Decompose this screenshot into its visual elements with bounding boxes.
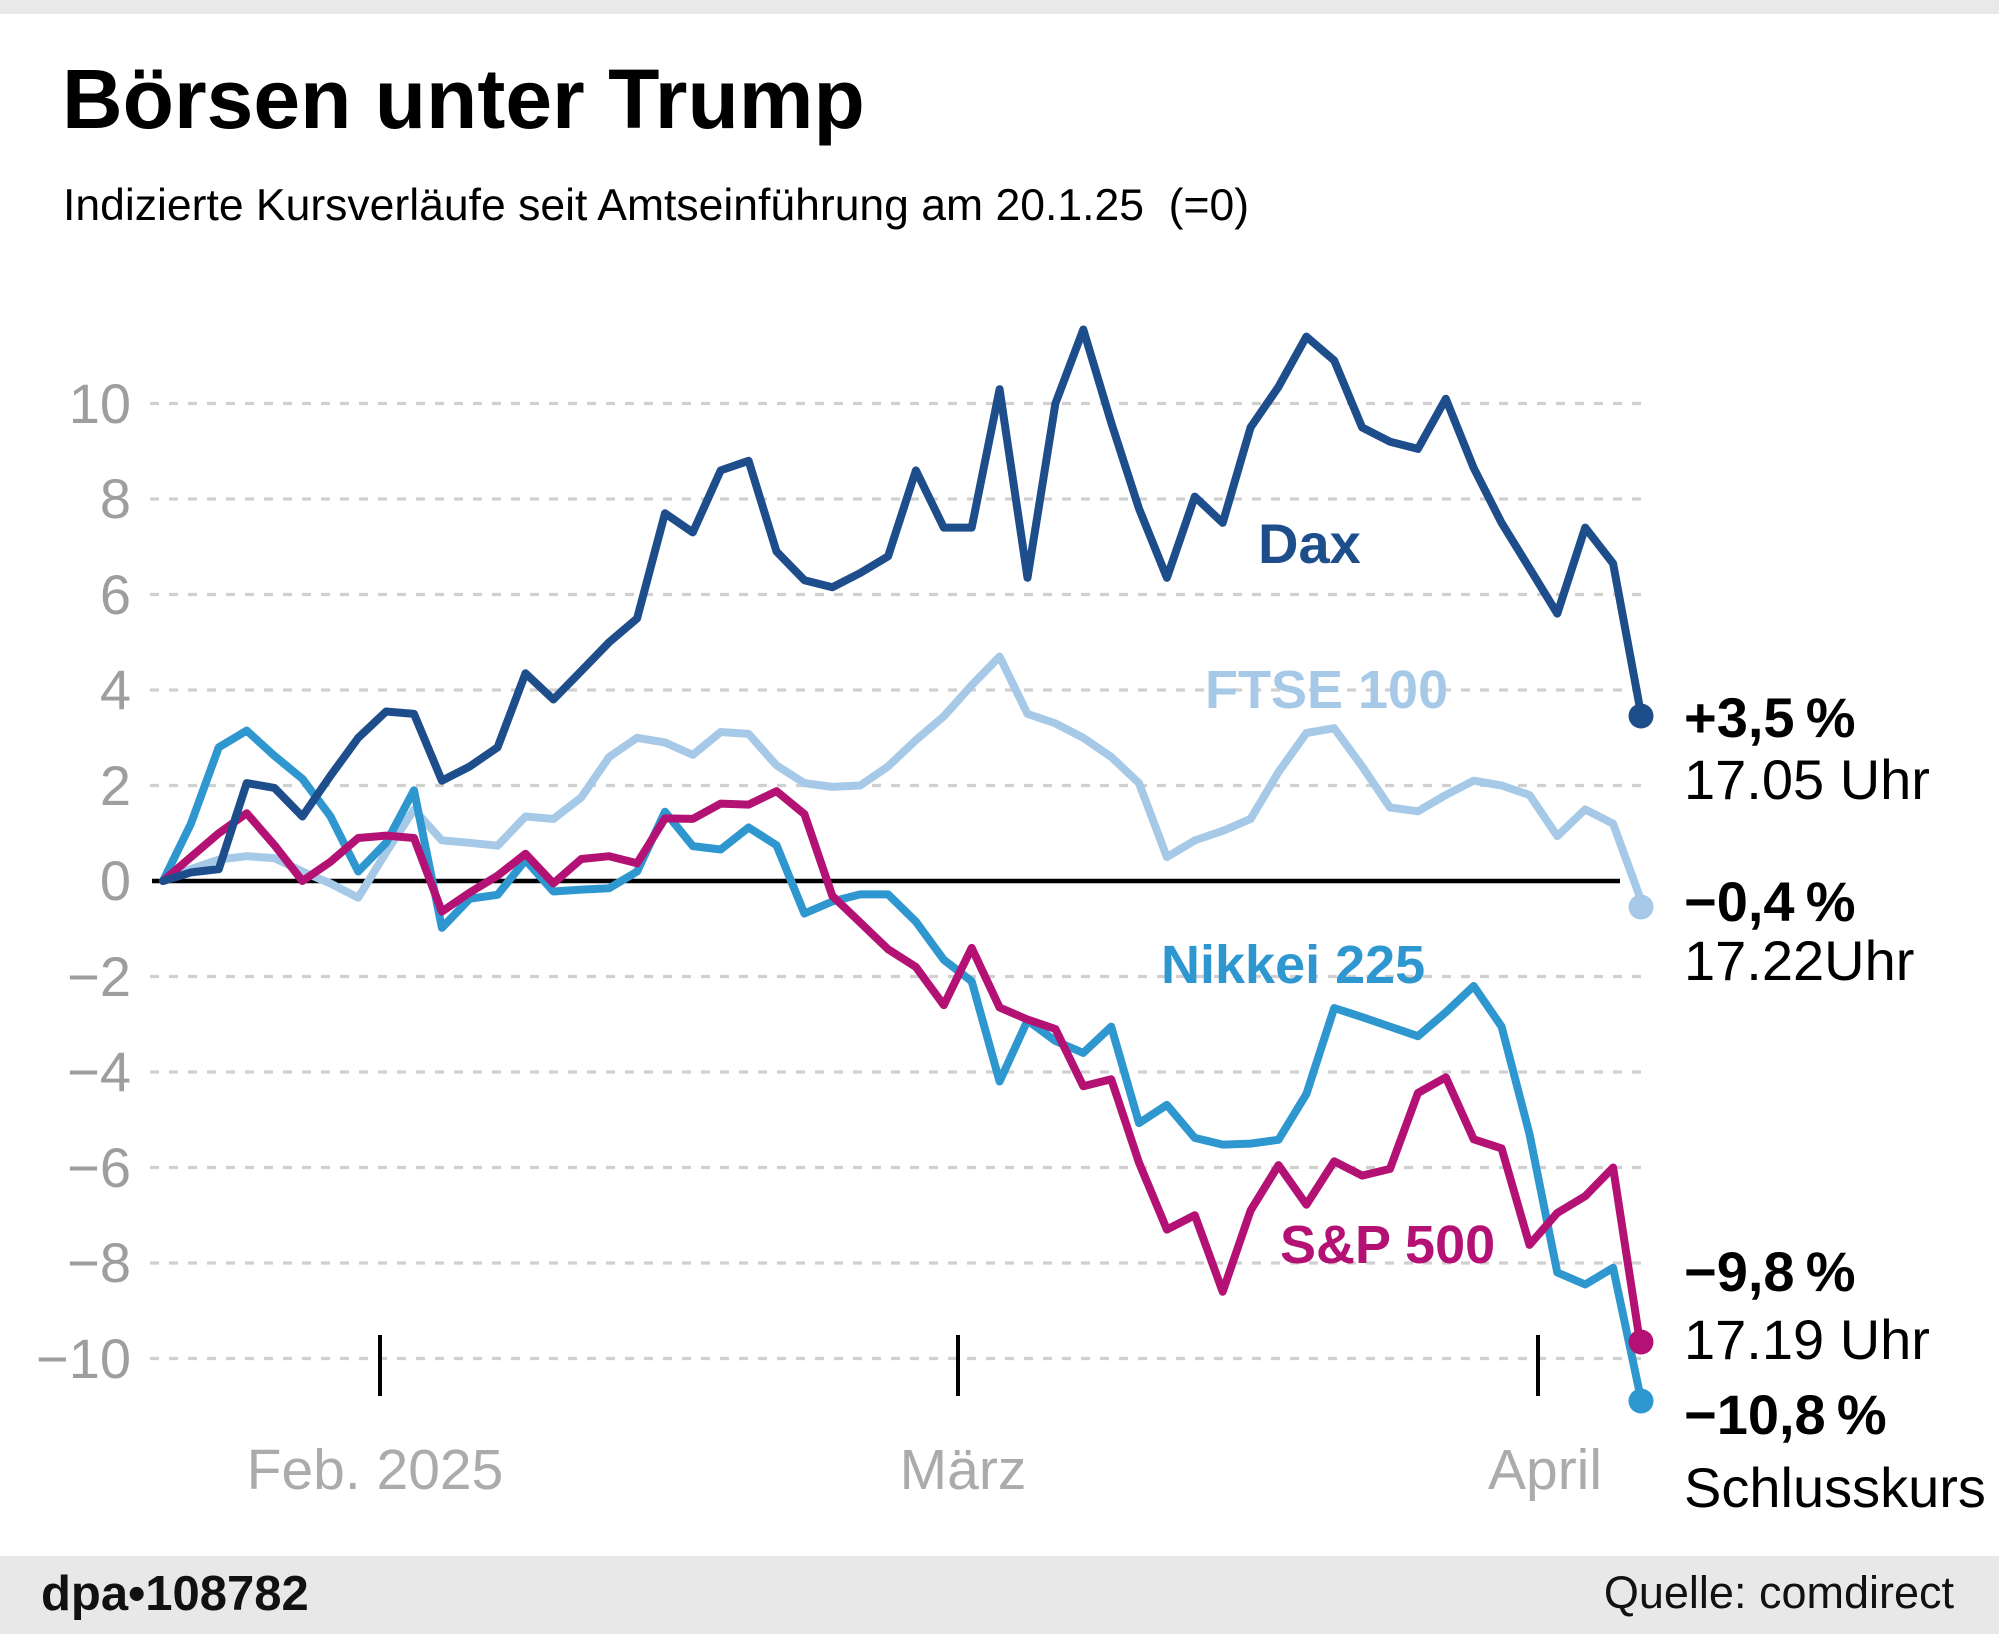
svg-text:17.05 Uhr: 17.05 Uhr bbox=[1684, 748, 1930, 811]
svg-text:6: 6 bbox=[100, 563, 131, 626]
svg-text:17.22Uhr: 17.22Uhr bbox=[1684, 929, 1914, 992]
svg-text:8: 8 bbox=[100, 467, 131, 530]
svg-text:4: 4 bbox=[100, 658, 131, 721]
svg-text:Dax: Dax bbox=[1258, 512, 1361, 575]
svg-text:März: März bbox=[900, 1438, 1027, 1502]
svg-text:−9,8 %: −9,8 % bbox=[1684, 1240, 1856, 1303]
svg-text:−8: −8 bbox=[67, 1231, 131, 1294]
svg-text:17.19 Uhr: 17.19 Uhr bbox=[1684, 1308, 1930, 1371]
svg-text:Quelle: comdirect: Quelle: comdirect bbox=[1604, 1567, 1955, 1618]
svg-text:+3,5 %: +3,5 % bbox=[1684, 686, 1856, 749]
svg-text:−0,4 %: −0,4 % bbox=[1684, 870, 1856, 933]
svg-text:Schlusskurs: Schlusskurs bbox=[1684, 1456, 1986, 1519]
svg-text:−4: −4 bbox=[67, 1040, 131, 1103]
svg-text:−10,8 %: −10,8 % bbox=[1684, 1383, 1887, 1446]
svg-text:Börsen unter Trump: Börsen unter Trump bbox=[62, 52, 865, 146]
svg-text:Indizierte Kursverläufe seit A: Indizierte Kursverläufe seit Amtseinführ… bbox=[63, 181, 1249, 230]
svg-text:−2: −2 bbox=[67, 945, 131, 1008]
svg-text:0: 0 bbox=[100, 849, 131, 912]
svg-text:−6: −6 bbox=[67, 1136, 131, 1199]
svg-text:Feb. 2025: Feb. 2025 bbox=[247, 1438, 504, 1502]
svg-text:S&P 500: S&P 500 bbox=[1280, 1215, 1495, 1275]
svg-text:FTSE 100: FTSE 100 bbox=[1205, 660, 1448, 720]
svg-text:10: 10 bbox=[69, 372, 131, 435]
svg-text:−10: −10 bbox=[36, 1327, 131, 1390]
svg-text:dpa•108782: dpa•108782 bbox=[41, 1567, 309, 1621]
svg-text:Nikkei 225: Nikkei 225 bbox=[1161, 935, 1425, 995]
svg-text:2: 2 bbox=[100, 754, 131, 817]
svg-text:April: April bbox=[1488, 1438, 1602, 1502]
